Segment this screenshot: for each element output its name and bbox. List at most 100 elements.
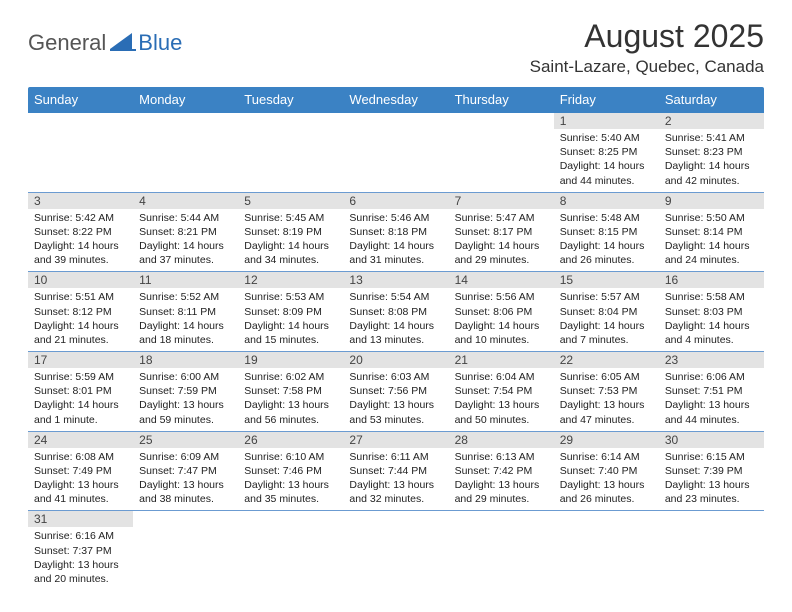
calendar-week: 31Sunrise: 6:16 AMSunset: 7:37 PMDayligh… (28, 511, 764, 590)
sunrise-text: Sunrise: 6:14 AM (560, 450, 653, 464)
sunrise-text: Sunrise: 6:15 AM (665, 450, 758, 464)
day-number: 25 (133, 432, 238, 448)
day-details: Sunrise: 5:51 AMSunset: 8:12 PMDaylight:… (28, 288, 133, 351)
day-number: 1 (554, 113, 659, 129)
sunrise-text: Sunrise: 6:11 AM (349, 450, 442, 464)
sunrise-text: Sunrise: 6:04 AM (455, 370, 548, 384)
sunset-text: Sunset: 7:39 PM (665, 464, 758, 478)
calendar-week: 3Sunrise: 5:42 AMSunset: 8:22 PMDaylight… (28, 192, 764, 272)
calendar-cell: 26Sunrise: 6:10 AMSunset: 7:46 PMDayligh… (238, 431, 343, 511)
daylight-text: Daylight: 13 hours and 38 minutes. (139, 478, 232, 506)
calendar-cell: 29Sunrise: 6:14 AMSunset: 7:40 PMDayligh… (554, 431, 659, 511)
sunset-text: Sunset: 7:37 PM (34, 544, 127, 558)
day-number: 27 (343, 432, 448, 448)
sunrise-text: Sunrise: 5:59 AM (34, 370, 127, 384)
daylight-text: Daylight: 14 hours and 31 minutes. (349, 239, 442, 267)
sunset-text: Sunset: 8:21 PM (139, 225, 232, 239)
day-number: 3 (28, 193, 133, 209)
day-number: 11 (133, 272, 238, 288)
sunrise-text: Sunrise: 5:44 AM (139, 211, 232, 225)
calendar-cell: 8Sunrise: 5:48 AMSunset: 8:15 PMDaylight… (554, 192, 659, 272)
day-number: 20 (343, 352, 448, 368)
location-text: Saint-Lazare, Quebec, Canada (530, 57, 764, 77)
calendar-cell (449, 113, 554, 193)
sunrise-text: Sunrise: 5:51 AM (34, 290, 127, 304)
day-details: Sunrise: 5:54 AMSunset: 8:08 PMDaylight:… (343, 288, 448, 351)
sunset-text: Sunset: 7:58 PM (244, 384, 337, 398)
sunset-text: Sunset: 8:04 PM (560, 305, 653, 319)
day-details: Sunrise: 6:08 AMSunset: 7:49 PMDaylight:… (28, 448, 133, 511)
sunset-text: Sunset: 8:18 PM (349, 225, 442, 239)
sunset-text: Sunset: 7:44 PM (349, 464, 442, 478)
day-number: 10 (28, 272, 133, 288)
daylight-text: Daylight: 13 hours and 53 minutes. (349, 398, 442, 426)
day-details: Sunrise: 6:03 AMSunset: 7:56 PMDaylight:… (343, 368, 448, 431)
calendar-cell: 3Sunrise: 5:42 AMSunset: 8:22 PMDaylight… (28, 192, 133, 272)
day-number: 2 (659, 113, 764, 129)
day-details: Sunrise: 6:00 AMSunset: 7:59 PMDaylight:… (133, 368, 238, 431)
sunset-text: Sunset: 8:08 PM (349, 305, 442, 319)
sunset-text: Sunset: 7:56 PM (349, 384, 442, 398)
sunrise-text: Sunrise: 5:45 AM (244, 211, 337, 225)
day-number: 18 (133, 352, 238, 368)
sunset-text: Sunset: 8:17 PM (455, 225, 548, 239)
sunset-text: Sunset: 8:25 PM (560, 145, 653, 159)
sunrise-text: Sunrise: 6:09 AM (139, 450, 232, 464)
brand-logo: General Blue (28, 30, 182, 56)
day-number: 22 (554, 352, 659, 368)
day-details: Sunrise: 6:05 AMSunset: 7:53 PMDaylight:… (554, 368, 659, 431)
calendar-cell: 2Sunrise: 5:41 AMSunset: 8:23 PMDaylight… (659, 113, 764, 193)
col-sunday: Sunday (28, 87, 133, 113)
calendar-cell: 16Sunrise: 5:58 AMSunset: 8:03 PMDayligh… (659, 272, 764, 352)
calendar-cell: 25Sunrise: 6:09 AMSunset: 7:47 PMDayligh… (133, 431, 238, 511)
day-details: Sunrise: 5:47 AMSunset: 8:17 PMDaylight:… (449, 209, 554, 272)
day-number: 17 (28, 352, 133, 368)
sunrise-text: Sunrise: 5:47 AM (455, 211, 548, 225)
sunset-text: Sunset: 7:49 PM (34, 464, 127, 478)
daylight-text: Daylight: 14 hours and 10 minutes. (455, 319, 548, 347)
daylight-text: Daylight: 14 hours and 29 minutes. (455, 239, 548, 267)
sunset-text: Sunset: 7:42 PM (455, 464, 548, 478)
calendar-cell: 11Sunrise: 5:52 AMSunset: 8:11 PMDayligh… (133, 272, 238, 352)
day-details: Sunrise: 6:15 AMSunset: 7:39 PMDaylight:… (659, 448, 764, 511)
day-number: 31 (28, 511, 133, 527)
sunset-text: Sunset: 8:11 PM (139, 305, 232, 319)
day-number: 13 (343, 272, 448, 288)
sunrise-text: Sunrise: 5:42 AM (34, 211, 127, 225)
calendar-cell (28, 113, 133, 193)
day-details: Sunrise: 6:06 AMSunset: 7:51 PMDaylight:… (659, 368, 764, 431)
calendar-cell: 1Sunrise: 5:40 AMSunset: 8:25 PMDaylight… (554, 113, 659, 193)
daylight-text: Daylight: 14 hours and 26 minutes. (560, 239, 653, 267)
calendar-cell: 15Sunrise: 5:57 AMSunset: 8:04 PMDayligh… (554, 272, 659, 352)
day-details: Sunrise: 6:14 AMSunset: 7:40 PMDaylight:… (554, 448, 659, 511)
calendar-cell (343, 113, 448, 193)
calendar-cell (343, 511, 448, 590)
daylight-text: Daylight: 13 hours and 41 minutes. (34, 478, 127, 506)
day-details: Sunrise: 6:09 AMSunset: 7:47 PMDaylight:… (133, 448, 238, 511)
brand-part2: Blue (138, 30, 182, 56)
sunset-text: Sunset: 7:46 PM (244, 464, 337, 478)
sunrise-text: Sunrise: 5:56 AM (455, 290, 548, 304)
day-details: Sunrise: 5:52 AMSunset: 8:11 PMDaylight:… (133, 288, 238, 351)
calendar-cell: 7Sunrise: 5:47 AMSunset: 8:17 PMDaylight… (449, 192, 554, 272)
title-block: August 2025 Saint-Lazare, Quebec, Canada (530, 18, 764, 77)
sunrise-text: Sunrise: 5:50 AM (665, 211, 758, 225)
sunset-text: Sunset: 8:12 PM (34, 305, 127, 319)
calendar-cell: 17Sunrise: 5:59 AMSunset: 8:01 PMDayligh… (28, 352, 133, 432)
day-number: 15 (554, 272, 659, 288)
sunrise-text: Sunrise: 5:53 AM (244, 290, 337, 304)
day-header-row: Sunday Monday Tuesday Wednesday Thursday… (28, 87, 764, 113)
day-details: Sunrise: 5:44 AMSunset: 8:21 PMDaylight:… (133, 209, 238, 272)
sunrise-text: Sunrise: 6:06 AM (665, 370, 758, 384)
sunset-text: Sunset: 7:51 PM (665, 384, 758, 398)
day-number: 24 (28, 432, 133, 448)
sunrise-text: Sunrise: 5:40 AM (560, 131, 653, 145)
day-number: 6 (343, 193, 448, 209)
daylight-text: Daylight: 14 hours and 1 minute. (34, 398, 127, 426)
sunset-text: Sunset: 8:19 PM (244, 225, 337, 239)
sunrise-text: Sunrise: 6:16 AM (34, 529, 127, 543)
calendar-cell: 22Sunrise: 6:05 AMSunset: 7:53 PMDayligh… (554, 352, 659, 432)
calendar-cell: 30Sunrise: 6:15 AMSunset: 7:39 PMDayligh… (659, 431, 764, 511)
calendar-cell (133, 113, 238, 193)
sunset-text: Sunset: 7:59 PM (139, 384, 232, 398)
